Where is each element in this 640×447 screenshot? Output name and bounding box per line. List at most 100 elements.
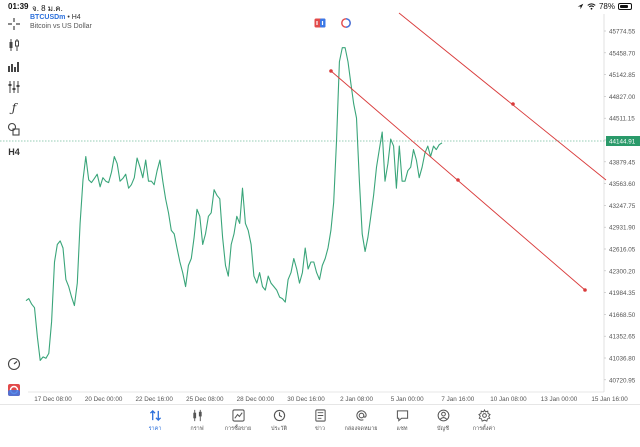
symbol-title[interactable]: BTCUSDm • H4 xyxy=(30,14,81,21)
nav-news[interactable]: ข่าว xyxy=(300,409,340,433)
nav-label: ราคา xyxy=(148,426,162,432)
nav-history[interactable]: ประวัติ xyxy=(259,409,299,433)
function-tool[interactable]: ƒ xyxy=(6,100,22,116)
settings-icon xyxy=(477,409,491,422)
trendline-handle xyxy=(583,288,587,292)
price-tick-label: 43247.75 xyxy=(609,203,636,210)
price-tick-label: 44827.00 xyxy=(609,94,636,101)
sliders-icon xyxy=(8,81,20,93)
price-tick-label: 42931.90 xyxy=(609,225,636,232)
price-tick-label: 42616.05 xyxy=(609,247,636,254)
price-tick-label: 41668.50 xyxy=(609,312,636,319)
symbol-timeframe: H4 xyxy=(71,14,81,21)
price-tick-label: 41036.80 xyxy=(609,356,636,363)
time-tick-label: 17 Dec 08:00 xyxy=(34,396,72,403)
volume-tool[interactable] xyxy=(6,58,22,74)
volume-bars-icon xyxy=(8,62,19,72)
trendline-upper xyxy=(398,12,607,181)
nav-quotes[interactable]: ราคา xyxy=(135,409,175,433)
chat-icon xyxy=(396,410,408,422)
price-chart[interactable]: 45774.55 45458.70 45142.85 44827.00 44511.15… xyxy=(0,0,640,404)
news-icon xyxy=(314,409,326,422)
broker-logo-icon xyxy=(8,384,20,396)
trendline-handle xyxy=(456,178,460,182)
nav-label: กราฟ xyxy=(190,426,204,432)
nav-label: แชท xyxy=(396,426,408,432)
mailbox-icon xyxy=(355,410,367,421)
price-tick-label: 45458.70 xyxy=(609,50,636,57)
price-tick-label: 45142.85 xyxy=(609,72,636,79)
price-line-series xyxy=(25,47,443,361)
timeframe-tool[interactable]: H4 xyxy=(6,144,22,160)
bottom-navigation: ราคา กราฟ การซื้อขาย ประวัติ ข่าว กล่องจ… xyxy=(0,404,640,447)
wifi-icon xyxy=(587,3,596,10)
time-tick-label: 10 Jan 08:00 xyxy=(490,396,527,403)
one-click-trading-icon[interactable] xyxy=(340,18,352,28)
time-tick-label: 7 Jan 16:00 xyxy=(441,396,474,403)
quotes-icon xyxy=(149,409,161,422)
time-tick-label: 13 Jan 00:00 xyxy=(541,396,578,403)
time-tick-label: 30 Dec 16:00 xyxy=(287,396,325,403)
price-tick-label: 41984.35 xyxy=(609,290,636,297)
symbol-name: BTCUSDm xyxy=(30,14,66,21)
history-icon xyxy=(273,409,285,422)
chart-icon xyxy=(192,409,202,422)
time-tick-label: 20 Dec 00:00 xyxy=(85,396,123,403)
time-tick-label: 28 Dec 00:00 xyxy=(237,396,275,403)
nav-chat[interactable]: แชท xyxy=(382,409,422,433)
nav-label: กล่องจดหมาย xyxy=(344,426,378,432)
price-tick-label: 43563.60 xyxy=(609,181,636,188)
clock: 01:39 xyxy=(8,2,29,11)
nav-label: การตั้งค่า xyxy=(472,426,496,432)
price-tick-label: 40720.95 xyxy=(609,377,636,384)
nav-label: การซื้อขาย xyxy=(224,426,252,432)
trendline-handle xyxy=(511,102,515,106)
price-tick-label: 45774.55 xyxy=(609,29,636,36)
price-tick-label: 41352.65 xyxy=(609,334,636,341)
nav-label: ประวัติ xyxy=(270,426,288,432)
trade-icon xyxy=(231,409,245,422)
function-icon: ƒ xyxy=(11,101,17,115)
crosshair-tool[interactable] xyxy=(6,16,22,32)
time-tick-label: 2 Jan 08:00 xyxy=(340,396,373,403)
speedometer-icon xyxy=(7,357,21,371)
nav-label: ข่าว xyxy=(315,426,325,432)
nav-settings[interactable]: การตั้งค่า xyxy=(464,409,504,433)
time-tick-label: 15 Jan 16:00 xyxy=(591,396,628,403)
candlestick-tool[interactable] xyxy=(6,37,22,53)
symbol-description: Bitcoin vs US Dollar xyxy=(30,23,92,30)
trendline-handle xyxy=(329,69,333,73)
trade-buttons-icon[interactable] xyxy=(314,18,326,28)
time-tick-label: 22 Dec 16:00 xyxy=(135,396,173,403)
battery-percent: 78% xyxy=(598,2,615,11)
indicators-tool[interactable] xyxy=(6,79,22,95)
candlestick-icon xyxy=(9,39,19,51)
drawing-toolbar: ƒ H4 xyxy=(0,14,28,404)
price-tick-label: 44511.15 xyxy=(609,116,635,123)
time-tick-label: 5 Jan 00:00 xyxy=(391,396,424,403)
broker-logo-button[interactable] xyxy=(6,382,22,398)
battery-icon xyxy=(618,3,632,10)
status-bar: 01:39 จ. 8 ม.ค. 78% xyxy=(0,0,640,14)
location-icon xyxy=(577,3,584,10)
status-right: 78% xyxy=(577,2,632,11)
nav-chart[interactable]: กราฟ xyxy=(177,409,217,433)
shapes-icon xyxy=(7,122,20,136)
nav-account[interactable]: บัญชี xyxy=(423,409,463,433)
current-price-label: 44144.91 xyxy=(609,139,636,146)
shapes-tool[interactable] xyxy=(6,121,22,137)
nav-trade[interactable]: การซื้อขาย xyxy=(218,409,258,433)
timeframe-label: H4 xyxy=(8,147,20,157)
price-tick-label: 43879.45 xyxy=(609,159,636,166)
account-icon xyxy=(437,409,449,422)
current-price-tag xyxy=(606,136,640,146)
crosshair-icon xyxy=(8,18,20,30)
speed-tool[interactable] xyxy=(6,356,22,372)
symbol-separator: • xyxy=(65,14,72,21)
time-tick-label: 25 Dec 08:00 xyxy=(186,396,224,403)
price-tick-label: 42300.20 xyxy=(609,268,636,275)
battery-fill xyxy=(620,5,628,8)
date: จ. 8 ม.ค. xyxy=(32,4,63,13)
nav-label: บัญชี xyxy=(437,426,449,432)
nav-mailbox[interactable]: กล่องจดหมาย xyxy=(341,409,381,433)
